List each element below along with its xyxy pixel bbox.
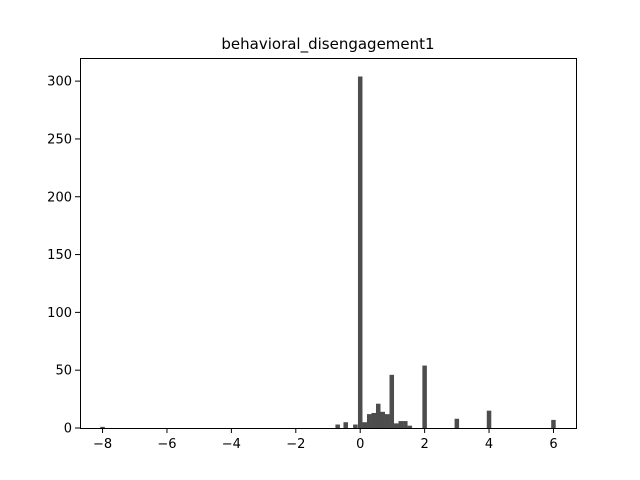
histogram-bar	[353, 424, 358, 428]
y-axis: 0 50 100 150 200 250 300	[47, 75, 80, 437]
x-tick-label: 0	[356, 437, 364, 452]
y-tick-label: 0	[64, 422, 72, 437]
histogram-bar	[380, 411, 386, 428]
histogram-bar	[357, 76, 363, 428]
histogram-bar	[398, 421, 404, 428]
plot-frame	[80, 58, 577, 429]
histogram-bar	[389, 374, 395, 428]
bars-group	[100, 76, 556, 428]
x-tick-label: −2	[286, 437, 305, 452]
y-tick-label: 150	[47, 248, 72, 263]
histogram-bar	[375, 403, 381, 428]
chart-title: behavioral_disengagement1	[221, 35, 434, 54]
histogram-bar	[394, 423, 399, 428]
x-tick-label: −4	[222, 437, 241, 452]
histogram-bar	[407, 425, 413, 428]
histogram-bar	[403, 421, 408, 428]
histogram-bar	[454, 418, 460, 428]
y-tick-label: 250	[47, 132, 72, 147]
x-tick-label: −6	[157, 437, 176, 452]
y-tick-label: 100	[47, 306, 72, 321]
x-tick-label: 6	[549, 437, 557, 452]
histogram-bar	[422, 365, 427, 428]
y-tick-label: 50	[55, 364, 72, 379]
y-tick-label: 300	[47, 75, 72, 90]
x-axis: −8 −6 −4 −2 0 2 4 6	[93, 428, 558, 452]
histogram-bar	[343, 422, 348, 428]
histogram-bar	[362, 422, 367, 428]
histogram-bar	[486, 410, 492, 428]
histogram-bar	[100, 426, 105, 428]
histogram-bar	[551, 419, 556, 428]
x-tick-label: 4	[485, 437, 493, 452]
y-tick-label: 200	[47, 190, 72, 205]
x-tick-label: 2	[420, 437, 428, 452]
histogram-bar	[371, 412, 376, 428]
histogram-bar	[385, 414, 390, 428]
x-tick-label: −8	[93, 437, 112, 452]
histogram-bar	[366, 414, 372, 428]
histogram-bar	[335, 424, 340, 428]
